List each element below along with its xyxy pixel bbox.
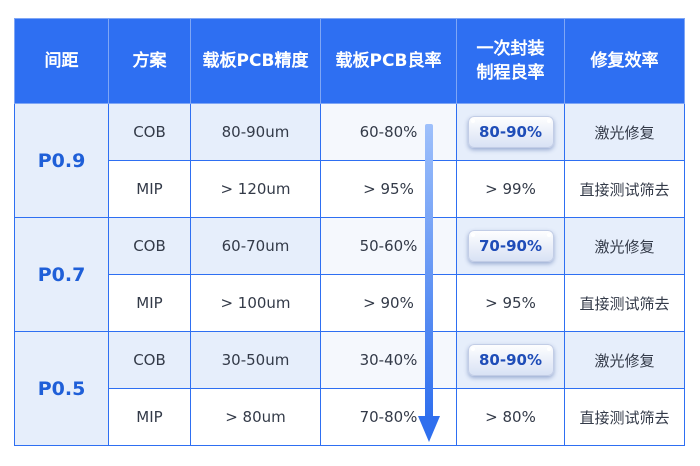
table-header-row: 间距 方案 载板PCB精度 载板PCB良率 一次封装 制程良率 修复效率 — [14, 18, 685, 104]
pcb-yield-cell: 30-40% — [320, 331, 457, 389]
pack-yield-cell: 70-90% — [456, 217, 565, 275]
table-row: P0.5 COB 30-50um 30-40% 80-90% 激光修复 — [14, 331, 685, 446]
table-row: MIP > 120um > 95% > 99% 直接测试筛去 — [15, 160, 685, 218]
precision-cell: 60-70um — [190, 217, 321, 275]
pack-yield-cell: > 80% — [456, 388, 565, 446]
header-pack-yield: 一次封装 制程良率 — [456, 18, 565, 104]
repair-cell: 激光修复 — [564, 217, 685, 275]
pack-yield-cell: > 99% — [456, 160, 565, 218]
repair-cell: 直接测试筛去 — [564, 160, 685, 218]
repair-cell: 直接测试筛去 — [564, 274, 685, 332]
comparison-table-container: 间距 方案 载板PCB精度 载板PCB良率 一次封装 制程良率 修复效率 P0.… — [14, 18, 685, 448]
header-pcb-precision: 载板PCB精度 — [190, 18, 321, 104]
scheme-cell: MIP — [108, 388, 191, 446]
header-pitch: 间距 — [14, 18, 109, 104]
table-row: P0.9 COB 80-90um 60-80% 80-90% 激光修复 — [14, 103, 685, 218]
scheme-cell: COB — [108, 331, 191, 389]
repair-cell: 激光修复 — [564, 331, 685, 389]
highlight-badge: 80-90% — [467, 116, 554, 148]
pack-yield-cell: 80-90% — [456, 103, 565, 161]
header-pack-yield-line2: 制程良率 — [476, 63, 545, 83]
comparison-table: 间距 方案 载板PCB精度 载板PCB良率 一次封装 制程良率 修复效率 P0.… — [14, 18, 685, 446]
pack-yield-cell: > 95% — [456, 274, 565, 332]
header-pcb-yield: 载板PCB良率 — [320, 18, 457, 104]
pcb-yield-cell: > 90% — [320, 274, 457, 332]
repair-cell: 直接测试筛去 — [564, 388, 685, 446]
precision-cell: 30-50um — [190, 331, 321, 389]
header-scheme: 方案 — [108, 18, 191, 104]
highlight-badge: 80-90% — [467, 344, 554, 376]
table-row: P0.7 COB 60-70um 50-60% 70-90% 激光修复 — [14, 217, 685, 332]
scheme-cell: COB — [108, 103, 191, 161]
repair-cell: 激光修复 — [564, 103, 685, 161]
pitch-cell: P0.7 — [14, 217, 109, 332]
pack-yield-cell: 80-90% — [456, 331, 565, 389]
precision-cell: > 100um — [190, 274, 321, 332]
scheme-cell: MIP — [108, 274, 191, 332]
header-pack-yield-line1: 一次封装 — [476, 39, 545, 59]
scheme-cell: COB — [108, 217, 191, 275]
highlight-badge: 70-90% — [467, 230, 554, 262]
table-row: MIP > 80um 70-80% > 80% 直接测试筛去 — [15, 388, 685, 446]
precision-cell: > 120um — [190, 160, 321, 218]
down-arrow-icon — [418, 124, 440, 442]
pcb-yield-cell: 60-80% — [320, 103, 457, 161]
pitch-cell: P0.5 — [14, 331, 109, 446]
pitch-cell: P0.9 — [14, 103, 109, 218]
scheme-cell: MIP — [108, 160, 191, 218]
precision-cell: > 80um — [190, 388, 321, 446]
table-row: MIP > 100um > 90% > 95% 直接测试筛去 — [15, 274, 685, 332]
header-repair: 修复效率 — [564, 18, 685, 104]
precision-cell: 80-90um — [190, 103, 321, 161]
